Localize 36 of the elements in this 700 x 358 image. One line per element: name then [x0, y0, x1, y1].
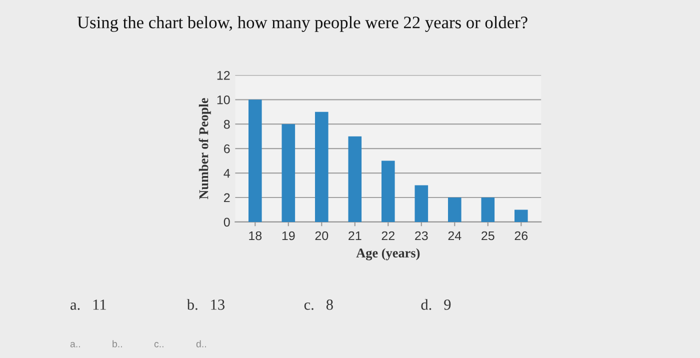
- bar: [414, 185, 428, 222]
- text: a..: [70, 342, 80, 348]
- x-tick-label: 21: [348, 231, 362, 240]
- text: b. 13: [186, 299, 224, 310]
- text: d. 9: [421, 299, 451, 310]
- text: a. 11: [70, 300, 106, 310]
- y-tick-label: 8: [224, 120, 230, 129]
- x-tick-label: 23: [415, 231, 428, 240]
- x-tick-label: 25: [482, 231, 494, 240]
- text: d..: [196, 340, 206, 348]
- text: c..: [154, 342, 164, 348]
- bar: [348, 136, 362, 222]
- bar: [481, 197, 495, 222]
- x-tick-label: 24: [448, 231, 462, 240]
- chart-title: Using the chart below, how many people were 22 years or older?: [77, 16, 528, 32]
- bar: [315, 112, 328, 222]
- y-tick-label: 4: [224, 168, 230, 178]
- x-tick-label: 26: [514, 231, 528, 240]
- y-tick-label: 0: [224, 218, 230, 227]
- x-tick-label: 20: [315, 231, 328, 240]
- y-tick-label: 12: [217, 70, 230, 80]
- y-tick-label: 2: [224, 193, 230, 202]
- x-tick-label: 22: [382, 231, 394, 240]
- x-tick-label: 18: [249, 231, 262, 240]
- bar: [514, 210, 528, 222]
- bar: [382, 160, 395, 222]
- y-axis-title: Number of People: [198, 98, 211, 200]
- x-axis-title: Age (years): [356, 248, 420, 260]
- bar: [282, 124, 296, 222]
- bar: [448, 197, 462, 222]
- text: c. 8: [304, 300, 333, 310]
- y-tick-label: 6: [224, 144, 230, 154]
- y-tick-label: 10: [217, 95, 230, 104]
- x-tick-label: 19: [282, 231, 295, 240]
- text: b..: [112, 340, 122, 348]
- bar: [248, 100, 262, 222]
